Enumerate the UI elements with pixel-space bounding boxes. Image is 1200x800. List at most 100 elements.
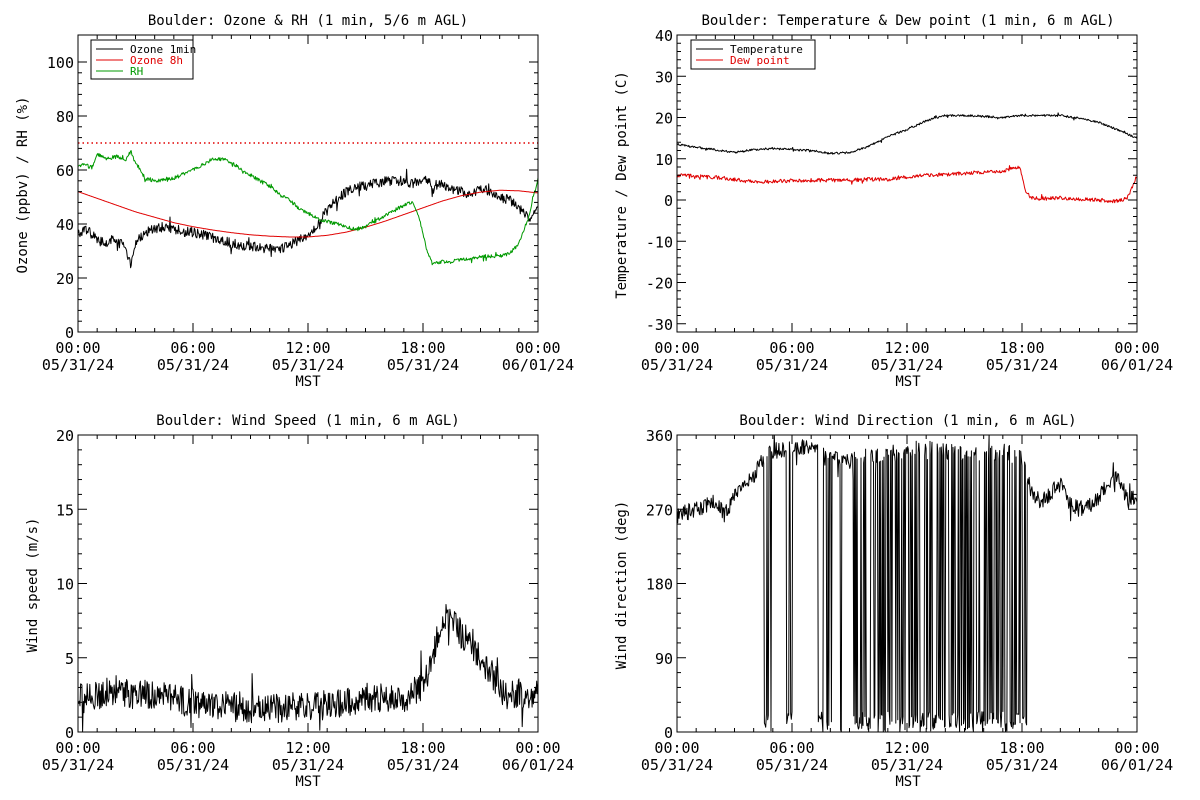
wind-direction-xtick-date-label: 05/31/24	[986, 756, 1058, 774]
temp-dew-title: Boulder: Temperature & Dew point (1 min,…	[701, 13, 1114, 29]
temp-dew-plot-area	[677, 112, 1137, 204]
temp-dew-xtick-date-label: 05/31/24	[986, 356, 1058, 374]
ozone-rh-ytick-label: 60	[56, 162, 74, 180]
temp-dew-xtick-date-label: 06/01/24	[1101, 356, 1173, 374]
ozone-rh-title: Boulder: Ozone & RH (1 min, 5/6 m AGL)	[148, 13, 468, 29]
temp-dew-xtick-time-label: 12:00	[884, 339, 929, 357]
temp-dew-xtick-time-label: 00:00	[1114, 339, 1159, 357]
temp-dew-ytick-label: -20	[646, 275, 673, 293]
ozone-rh-ytick-label: 80	[56, 108, 74, 126]
temp-dew-xtick-time-label: 18:00	[999, 339, 1044, 357]
wind-speed-xtick-time-label: 06:00	[170, 739, 215, 757]
wind-direction-axes: 09018027036000:0005/31/2406:0005/31/2412…	[641, 427, 1173, 774]
wind-speed-ytick-label: 0	[65, 724, 74, 742]
temp-dew-ytick-label: 0	[664, 192, 673, 210]
wind-speed-title: Boulder: Wind Speed (1 min, 6 m AGL)	[156, 413, 459, 429]
ozone-rh-ytick-label: 20	[56, 270, 74, 288]
wind-speed-series-line-0	[78, 604, 538, 732]
wind-direction-plot-area	[677, 435, 1137, 732]
ozone-rh-series-ozone-8h	[78, 189, 538, 238]
wind-direction-xlabel: MST	[895, 774, 921, 790]
ozone-rh-series-ozone-1min	[78, 168, 538, 269]
wind-speed-xtick-date-label: 05/31/24	[42, 756, 114, 774]
temp-dew-xtick-date-label: 05/31/24	[641, 356, 713, 374]
ozone-rh-axes: 02040608010000:0005/31/2406:0005/31/2412…	[42, 34, 574, 374]
temp-dew-ytick-label: 20	[655, 110, 673, 128]
wind-direction-ytick-label: 90	[655, 650, 673, 668]
ozone-rh-ytick-label: 40	[56, 216, 74, 234]
legend-label-rh: RH	[130, 65, 143, 78]
temp-dew-ylabel: Temperature / Dew point (C)	[614, 71, 630, 299]
ozone-rh-xtick-time-label: 18:00	[400, 339, 445, 357]
temp-dew-xtick-date-label: 05/31/24	[871, 356, 943, 374]
wind-speed-ytick-label: 20	[56, 427, 74, 445]
temp-dew-xtick-date-label: 05/31/24	[756, 356, 828, 374]
ozone-rh-panel: Boulder: Ozone & RH (1 min, 5/6 m AGL) 0…	[15, 13, 574, 390]
ozone-rh-xtick-date-label: 05/31/24	[157, 356, 229, 374]
temp-dew-ytick-label: -30	[646, 316, 673, 334]
wind-speed-xtick-date-label: 05/31/24	[387, 756, 459, 774]
wind-speed-xtick-time-label: 18:00	[400, 739, 445, 757]
wind-direction-ytick-label: 270	[646, 501, 673, 519]
temp-dew-legend: Temperature Dew point	[690, 39, 816, 70]
temp-dew-panel: Boulder: Temperature & Dew point (1 min,…	[614, 13, 1173, 390]
wind-speed-xtick-date-label: 05/31/24	[157, 756, 229, 774]
ozone-rh-ytick-label: 0	[65, 324, 74, 342]
ozone-rh-legend: Ozone 1min Ozone 8h RH	[90, 39, 196, 80]
temp-dew-ytick-label: 40	[655, 27, 673, 45]
temp-dew-xtick-time-label: 00:00	[654, 339, 699, 357]
ozone-rh-xlabel: MST	[295, 374, 321, 390]
temp-dew-ytick-label: -10	[646, 233, 673, 251]
temp-dew-series-temperature	[677, 112, 1137, 155]
wind-direction-xtick-time-label: 00:00	[654, 739, 699, 757]
legend-label-temperature: Temperature	[730, 43, 803, 56]
legend-label-ozone-8h: Ozone 8h	[130, 54, 183, 67]
wind-direction-series-line-0	[677, 435, 1137, 732]
wind-direction-xtick-date-label: 05/31/24	[641, 756, 713, 774]
ozone-rh-xtick-time-label: 12:00	[285, 339, 330, 357]
wind-direction-panel: Boulder: Wind Direction (1 min, 6 m AGL)…	[614, 413, 1173, 790]
temp-dew-legend-box	[690, 39, 816, 70]
wind-speed-ytick-label: 15	[56, 501, 74, 519]
ozone-rh-xtick-date-label: 06/01/24	[502, 356, 574, 374]
wind-direction-xtick-date-label: 05/31/24	[871, 756, 943, 774]
wind-speed-ytick-label: 5	[65, 650, 74, 668]
ozone-rh-xtick-date-label: 05/31/24	[42, 356, 114, 374]
temp-dew-series-dew-point	[677, 165, 1137, 204]
wind-direction-xtick-time-label: 00:00	[1114, 739, 1159, 757]
wind-speed-panel: Boulder: Wind Speed (1 min, 6 m AGL) 0 5 1…	[25, 413, 574, 790]
wind-speed-ytick-label: 10	[56, 576, 74, 594]
temp-dew-ytick-label: 30	[655, 68, 673, 86]
ozone-rh-xtick-time-label: 00:00	[515, 339, 560, 357]
wind-direction-ylabel: Wind direction (deg)	[614, 501, 630, 670]
wind-direction-xtick-time-label: 12:00	[884, 739, 929, 757]
wind-direction-xtick-date-label: 06/01/24	[1101, 756, 1173, 774]
ozone-rh-xtick-date-label: 05/31/24	[387, 356, 459, 374]
wind-direction-xtick-date-label: 05/31/24	[756, 756, 828, 774]
ozone-rh-xtick-date-label: 05/31/24	[272, 356, 344, 374]
wind-direction-xtick-time-label: 18:00	[999, 739, 1044, 757]
wind-direction-ytick-label: 0	[664, 724, 673, 742]
wind-speed-xlabel: MST	[295, 774, 321, 790]
ozone-rh-xtick-time-label: 06:00	[170, 339, 215, 357]
wind-speed-xtick-date-label: 06/01/24	[502, 756, 574, 774]
legend-label-ozone-1min: Ozone 1min	[130, 43, 196, 56]
ozone-rh-ytick-label: 100	[47, 54, 74, 72]
wind-direction-title: Boulder: Wind Direction (1 min, 6 m AGL)	[739, 413, 1076, 429]
wind-speed-ylabel: Wind speed (m/s)	[25, 518, 41, 653]
temp-dew-xtick-time-label: 06:00	[769, 339, 814, 357]
wind-speed-plot-area	[78, 604, 538, 732]
ozone-rh-plot-area	[78, 142, 538, 269]
wind-speed-xtick-time-label: 00:00	[515, 739, 560, 757]
wind-direction-ytick-label: 180	[646, 576, 673, 594]
ozone-rh-xtick-time-label: 00:00	[55, 339, 100, 357]
legend-label-dew-point: Dew point	[730, 54, 790, 67]
wind-speed-axes: 0510152000:0005/31/2406:0005/31/2412:000…	[42, 427, 574, 774]
ozone-rh-series-rh	[78, 150, 538, 266]
wind-speed-xtick-time-label: 12:00	[285, 739, 330, 757]
wind-direction-ytick-label: 360	[646, 427, 673, 445]
temp-dew-ytick-label: 10	[655, 151, 673, 169]
temp-dew-xlabel: MST	[895, 374, 921, 390]
temp-dew-axes: -30-20-1001020304000:0005/31/2406:0005/3…	[641, 27, 1173, 374]
